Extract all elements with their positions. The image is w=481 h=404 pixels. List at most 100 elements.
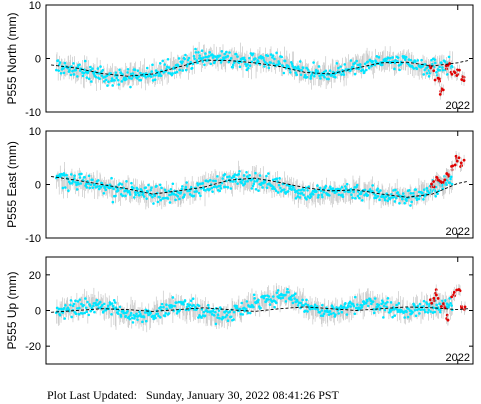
observation-point <box>405 310 408 314</box>
observation-point <box>364 301 368 305</box>
observation-point <box>149 193 152 197</box>
observation-point <box>349 59 353 62</box>
observation-point <box>78 63 81 66</box>
observation-point <box>403 58 407 62</box>
observation-point <box>200 49 204 52</box>
observation-point <box>136 318 139 321</box>
observation-point <box>275 291 279 295</box>
observation-point <box>149 188 153 192</box>
observation-point <box>342 305 346 309</box>
observation-point <box>371 184 375 187</box>
observation-point <box>414 188 418 191</box>
observation-point <box>249 52 253 55</box>
observation-point <box>381 301 385 304</box>
observation-point <box>318 310 322 314</box>
observation-point <box>229 56 233 60</box>
observation-point <box>349 305 352 308</box>
observation-point <box>158 195 161 199</box>
recent-point <box>445 172 449 175</box>
observation-point <box>137 75 140 78</box>
y-axis-label: P555 Up (mm) <box>5 271 19 349</box>
observation-point <box>267 295 271 298</box>
observation-point <box>154 69 158 72</box>
observation-point <box>102 80 106 83</box>
observation-point <box>143 311 147 314</box>
observation-point <box>231 180 235 183</box>
observation-point <box>231 63 235 67</box>
observation-point <box>450 65 454 69</box>
observation-point <box>433 310 437 314</box>
observation-point <box>154 74 157 77</box>
observation-point <box>360 306 364 309</box>
observation-point <box>405 199 408 202</box>
observation-point <box>334 313 337 316</box>
observation-point <box>215 185 218 189</box>
observation-point <box>254 57 257 60</box>
panel-3: -20 0 20 2022 P555 Up (mm) <box>5 256 474 365</box>
observation-point <box>379 189 382 192</box>
observation-point <box>259 306 262 310</box>
observation-point <box>226 186 230 189</box>
observation-point <box>273 187 276 191</box>
observation-point <box>125 77 128 81</box>
observation-point <box>86 300 89 304</box>
observation-point <box>179 191 183 194</box>
recent-point <box>457 288 461 291</box>
observation-point <box>221 177 224 180</box>
observation-point <box>183 299 187 302</box>
observation-point <box>129 85 132 89</box>
observation-point <box>315 190 318 193</box>
recent-point <box>453 163 457 167</box>
observation-point <box>112 187 115 191</box>
observation-point <box>158 315 162 319</box>
observation-point <box>411 191 415 195</box>
recent-point <box>442 302 445 306</box>
observation-point <box>176 195 180 198</box>
observation-point <box>386 296 390 300</box>
observation-point <box>253 180 256 183</box>
recent-point <box>436 297 440 300</box>
observation-point <box>396 56 400 59</box>
observation-point <box>200 307 204 311</box>
recent-point <box>450 168 454 172</box>
observation-point <box>201 60 205 63</box>
observation-point <box>389 301 393 304</box>
recent-point <box>435 175 439 179</box>
observation-point <box>116 78 120 82</box>
observation-point <box>344 187 348 191</box>
observation-point <box>164 311 167 315</box>
observation-point <box>78 298 82 301</box>
observation-point <box>356 190 360 193</box>
recent-point <box>443 178 447 182</box>
observation-point <box>254 187 258 191</box>
observation-point <box>274 301 278 305</box>
observation-point <box>126 71 129 74</box>
observation-point <box>258 174 262 177</box>
observation-point <box>359 65 363 69</box>
observation-point <box>208 178 212 182</box>
recent-point <box>459 161 463 165</box>
observation-point <box>306 188 309 192</box>
observation-point <box>284 300 288 303</box>
observation-point <box>180 187 184 191</box>
observation-point <box>196 183 200 187</box>
observation-point <box>159 74 163 78</box>
recent-point <box>430 301 434 305</box>
recent-point <box>450 295 454 299</box>
observation-point <box>131 321 135 324</box>
observation-point <box>181 185 184 188</box>
observation-point <box>257 298 260 302</box>
observation-point <box>96 179 100 182</box>
y-tick-label: 0 <box>35 180 41 192</box>
observation-point <box>370 64 373 68</box>
observation-point <box>382 316 385 319</box>
observation-point <box>283 59 287 63</box>
observation-point <box>122 186 125 190</box>
observation-point <box>448 181 452 184</box>
observation-point <box>412 67 416 70</box>
observation-point <box>151 63 154 67</box>
observation-point <box>127 315 131 319</box>
observation-point <box>213 310 217 314</box>
observation-point <box>69 173 73 176</box>
observation-point <box>264 300 268 303</box>
